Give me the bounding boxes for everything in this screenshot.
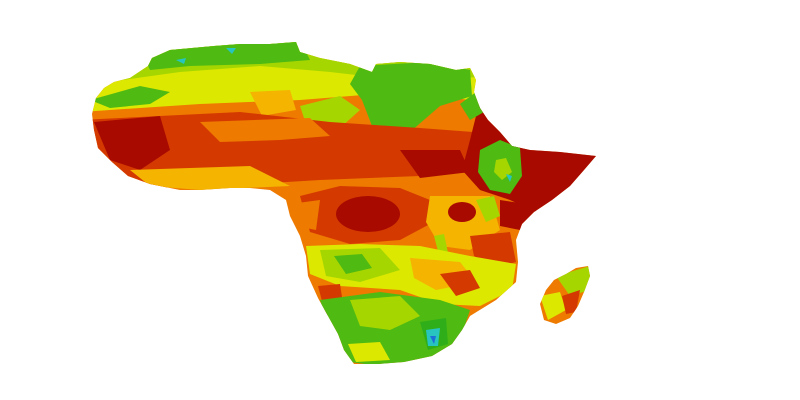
cape-yellow (348, 342, 390, 362)
kenya-darkred (500, 200, 540, 230)
madagascar-region (540, 266, 590, 324)
gabon-orange (290, 200, 320, 230)
lake-victoria (448, 202, 476, 222)
central-sahara-orange (250, 90, 296, 116)
sahel-orange (200, 118, 330, 142)
sudan-darkred (400, 150, 470, 178)
mainland-region (92, 42, 596, 364)
ethiopia-cyan (506, 174, 512, 182)
atlas-cyan (176, 58, 186, 64)
west-coast-green (92, 86, 170, 108)
central-sahara-green (300, 96, 360, 128)
atlas-cyan-2 (226, 48, 236, 54)
zambezi-red (440, 270, 480, 296)
angola-green-core (334, 254, 372, 274)
libya-egypt-green (350, 62, 472, 140)
drakensberg-blue (430, 336, 436, 344)
kalahari-yellowgreen (350, 296, 420, 330)
west-africa-orange (130, 166, 290, 190)
congo-darkred-core (336, 196, 400, 232)
kenya-highlands (476, 196, 500, 222)
madagascar-west-yellow (540, 292, 566, 320)
mauritania-darkred (94, 116, 170, 170)
madagascar-east-red (562, 290, 580, 314)
